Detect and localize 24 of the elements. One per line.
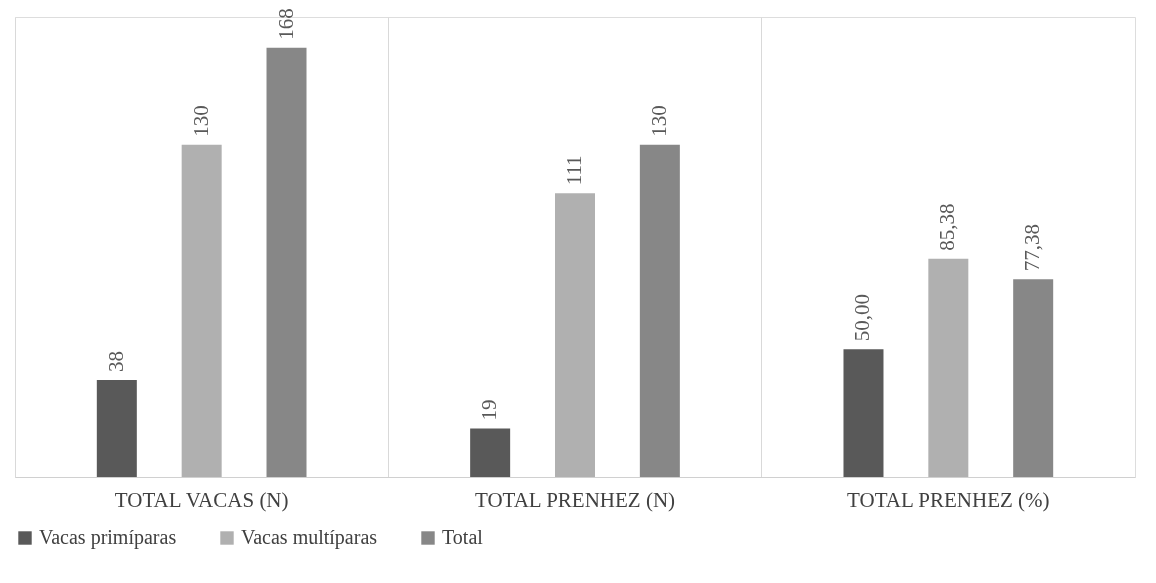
bar [181, 144, 222, 477]
x-tick-label: TOTAL PRENHEZ (N) [474, 487, 676, 512]
legend-label: Total [442, 526, 484, 548]
x-tick-label: TOTAL VACAS (N) [114, 487, 289, 512]
bar [928, 258, 969, 477]
data-label: 85,38 [935, 203, 960, 251]
data-label: 168 [273, 8, 298, 40]
data-label: 50,00 [850, 293, 875, 342]
data-label: 130 [646, 105, 671, 137]
legend-label: Vacas primíparas [39, 526, 177, 549]
data-label: 130 [188, 105, 213, 137]
bar [96, 379, 137, 477]
data-label: 19 [477, 399, 502, 421]
bar [266, 47, 307, 477]
data-label: 38 [103, 350, 128, 372]
legend-label: Vacas multíparas [241, 526, 378, 549]
bar [639, 144, 680, 477]
bar [843, 349, 884, 477]
x-tick-label: TOTAL PRENHEZ (%) [847, 487, 1050, 512]
bar [555, 193, 595, 477]
bar [1013, 279, 1054, 477]
data-label: 77,38 [1020, 224, 1045, 272]
bar [470, 428, 511, 477]
data-label: 111 [562, 155, 586, 186]
